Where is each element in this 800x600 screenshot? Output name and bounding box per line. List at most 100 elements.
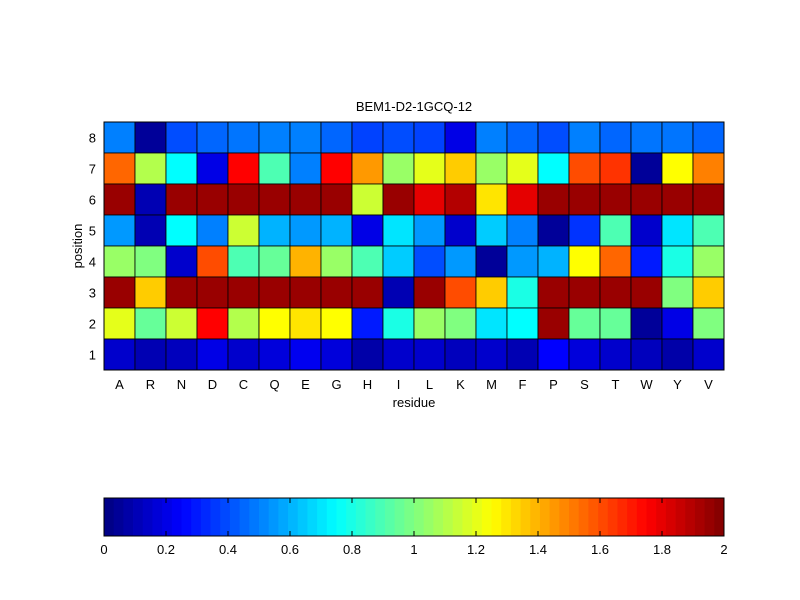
heatmap-cell <box>506 276 539 309</box>
heatmap-cell <box>351 276 384 309</box>
heatmap-cell <box>351 121 384 154</box>
heatmap-cell <box>661 276 694 309</box>
heatmap-cell <box>289 276 322 309</box>
colorbar-segment <box>433 498 444 536</box>
y-tick-label: 3 <box>89 286 96 301</box>
heatmap-cell <box>258 276 291 309</box>
heatmap-cell <box>413 121 446 154</box>
heatmap-cell <box>103 183 136 216</box>
heatmap-cell <box>320 307 353 340</box>
heatmap-cell <box>475 307 508 340</box>
heatmap-cell <box>382 152 415 185</box>
heatmap-cell <box>196 276 229 309</box>
heatmap-cell <box>537 276 570 309</box>
heatmap-cell <box>258 214 291 247</box>
colorbar-segment <box>142 498 153 536</box>
heatmap-cell <box>196 245 229 278</box>
plot-frame <box>103 121 725 371</box>
heatmap-cell <box>444 338 477 371</box>
heatmap-cell <box>661 214 694 247</box>
colorbar-segment <box>510 498 521 536</box>
colorbar-tick-label: 1.6 <box>591 542 609 557</box>
heatmap-cell <box>382 276 415 309</box>
colorbar-segment <box>297 498 308 536</box>
heatmap-cell <box>444 152 477 185</box>
colorbar-tick-label: 0.8 <box>343 542 361 557</box>
heatmap-cell <box>568 214 601 247</box>
colorbar-segment <box>288 498 299 536</box>
heatmap-cell <box>103 214 136 247</box>
colorbar-segment <box>220 498 231 536</box>
x-axis-label: residue <box>393 395 436 410</box>
heatmap-cell <box>196 121 229 154</box>
x-tick-label: P <box>549 377 558 392</box>
heatmap-cell <box>475 121 508 154</box>
heatmap-cell <box>351 214 384 247</box>
heatmap-cell <box>165 121 198 154</box>
heatmap-cell <box>227 152 260 185</box>
colorbar-segment <box>171 498 182 536</box>
x-tick-label: D <box>208 377 217 392</box>
heatmap-cell <box>568 338 601 371</box>
y-tick-label: 6 <box>89 193 96 208</box>
colorbar-tick-label: 0.6 <box>281 542 299 557</box>
x-tick-label: I <box>397 377 401 392</box>
heatmap-cell <box>196 183 229 216</box>
colorbar-segment <box>394 498 405 536</box>
x-tick-label: C <box>239 377 248 392</box>
heatmap-cell <box>382 245 415 278</box>
y-tick-label: 1 <box>89 348 96 363</box>
heatmap-cell <box>661 121 694 154</box>
x-tick-label: R <box>146 377 155 392</box>
heatmap-cell <box>661 152 694 185</box>
colorbar-segment <box>520 498 531 536</box>
heatmap-cell <box>444 183 477 216</box>
colorbar-segment <box>355 498 366 536</box>
heatmap-cell <box>382 121 415 154</box>
heatmap-cell <box>475 245 508 278</box>
heatmap-cell <box>320 121 353 154</box>
heatmap-cell <box>103 307 136 340</box>
x-tick-label: Q <box>269 377 279 392</box>
heatmap-cell <box>134 183 167 216</box>
y-tick-label: 4 <box>89 255 96 270</box>
heatmap-cell <box>413 307 446 340</box>
colorbar-segment <box>278 498 289 536</box>
heatmap-cell <box>320 183 353 216</box>
y-tick-label: 8 <box>89 131 96 146</box>
colorbar-segment <box>704 498 715 536</box>
heatmap-cell <box>134 307 167 340</box>
colorbar-segment <box>423 498 434 536</box>
x-tick-label: N <box>177 377 186 392</box>
colorbar-segment <box>365 498 376 536</box>
x-tick-label: F <box>519 377 527 392</box>
heatmap-cell <box>103 276 136 309</box>
heatmap-cell <box>630 276 663 309</box>
colorbar-segment <box>501 498 512 536</box>
heatmap-cell <box>289 214 322 247</box>
heatmap-cell <box>475 183 508 216</box>
heatmap-cell <box>630 121 663 154</box>
colorbar-segment <box>472 498 483 536</box>
heatmap-cell <box>444 276 477 309</box>
heatmap-cell <box>506 183 539 216</box>
heatmap-cell <box>692 276 725 309</box>
heatmap-cell <box>599 152 632 185</box>
heatmap-cell <box>196 338 229 371</box>
colorbar-segment <box>268 498 279 536</box>
heatmap-cell <box>227 245 260 278</box>
heatmap-cell <box>630 307 663 340</box>
heatmap-cell <box>196 152 229 185</box>
heatmap-cell <box>537 214 570 247</box>
heatmap-cell <box>165 245 198 278</box>
heatmap-cell <box>103 152 136 185</box>
heatmap-cell <box>320 338 353 371</box>
heatmap-cell <box>661 338 694 371</box>
heatmap-cells <box>103 121 725 371</box>
colorbar-segment <box>685 498 696 536</box>
y-axis-label: position <box>70 224 85 269</box>
heatmap-cell <box>692 152 725 185</box>
x-tick-label: Y <box>673 377 682 392</box>
